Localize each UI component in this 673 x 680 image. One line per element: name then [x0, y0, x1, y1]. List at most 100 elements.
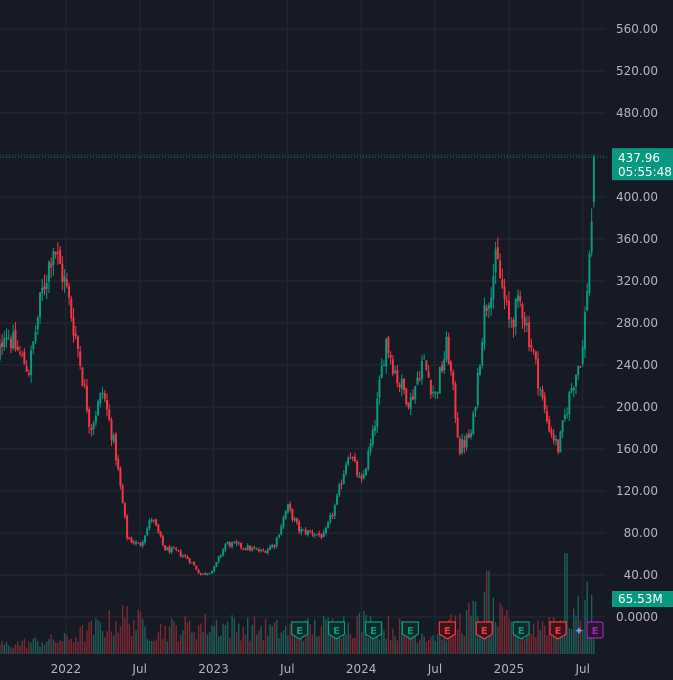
candle-body: [398, 384, 401, 388]
candle-body: [327, 522, 330, 528]
volume-bar: [119, 626, 122, 654]
earnings-badge[interactable]: E: [364, 621, 383, 640]
volume-bar: [452, 633, 454, 654]
volume-bar: [459, 613, 461, 654]
volume-bar: [95, 618, 97, 654]
x-tick-label: Jul: [131, 662, 146, 676]
candle-body: [195, 565, 198, 570]
volume-bar: [528, 631, 530, 654]
candle-body: [572, 388, 575, 391]
x-tick-label: 2023: [198, 662, 229, 676]
volume-bar: [104, 637, 106, 654]
candle-body: [23, 351, 26, 365]
volume-bar: [349, 633, 352, 654]
candle-body: [143, 535, 146, 543]
volume-bar: [39, 646, 41, 654]
candle-body: [88, 409, 91, 427]
candle-body: [374, 426, 377, 431]
volume-bar: [508, 618, 510, 654]
current-price-tag-bg: [612, 148, 673, 181]
candle-body: [130, 538, 133, 543]
candle-body: [295, 518, 298, 523]
volume-bar: [432, 635, 434, 654]
earnings-badge[interactable]: E: [512, 621, 530, 640]
candle-body: [588, 253, 591, 294]
earnings-badge[interactable]: E: [291, 621, 309, 640]
earnings-badge[interactable]: E: [475, 621, 493, 640]
candle-body: [353, 456, 356, 462]
earnings-badge[interactable]: E: [401, 621, 420, 640]
volume-bar: [113, 635, 115, 654]
volume-bar: [206, 634, 209, 654]
volume-bar: [217, 636, 220, 654]
earnings-badge[interactable]: E: [327, 621, 346, 640]
volume-bar: [472, 600, 474, 654]
volume-bar: [242, 626, 244, 654]
candle-body: [465, 434, 468, 448]
candle-body: [65, 279, 68, 286]
earnings-badge[interactable]: ✦ E: [574, 621, 604, 639]
volume-bar: [0, 644, 1, 654]
volume-bar: [226, 621, 229, 654]
volume-bar: [434, 640, 437, 654]
volume-bar: [171, 618, 173, 654]
candle-body: [282, 517, 285, 528]
volume-bar: [130, 635, 133, 654]
candle-body: [54, 251, 57, 255]
candle-body: [34, 331, 37, 342]
grid: [0, 0, 605, 655]
volume-bar: [48, 638, 50, 654]
volume-bar: [544, 625, 546, 654]
candle-body: [248, 545, 251, 551]
y-tick-label: 560.00: [616, 22, 658, 36]
volume-bar: [79, 627, 81, 654]
candle-body: [179, 551, 182, 557]
candle-body: [121, 485, 124, 504]
candle-body: [94, 415, 97, 423]
volume-bar: [401, 620, 403, 654]
volume-bar: [535, 637, 537, 654]
volume-bar: [510, 621, 512, 654]
candle-body: [532, 350, 535, 352]
x-tick-label: 2024: [346, 662, 377, 676]
candle-body: [541, 389, 544, 398]
volume-bar: [588, 625, 591, 654]
earnings-badge[interactable]: E: [438, 621, 456, 640]
volume-bar: [570, 629, 573, 654]
candle-body: [492, 275, 495, 300]
volume-bar: [445, 640, 448, 654]
candle-body: [391, 359, 394, 374]
volume-bar: [150, 640, 153, 654]
volume-bar: [293, 624, 296, 654]
candle-body: [152, 519, 155, 521]
y-tick-label: 520.00: [616, 64, 658, 78]
candle-body: [280, 526, 283, 535]
candle-body: [579, 366, 582, 368]
candle-body: [378, 379, 381, 398]
candle-body: [418, 378, 421, 381]
volume-bar: [566, 553, 568, 654]
candle-body: [177, 550, 180, 552]
volume-bar: [106, 631, 108, 654]
candle-body: [25, 366, 28, 372]
candle-body: [550, 430, 553, 435]
volume-bar: [512, 632, 515, 654]
earnings-badge-label: E: [333, 626, 340, 637]
candle-body: [92, 422, 95, 430]
volume-bar: [72, 642, 75, 654]
volume-bar: [77, 641, 79, 654]
candle-body: [173, 547, 176, 549]
candle-body: [137, 542, 140, 544]
candle-body: [429, 379, 432, 395]
volume-bar: [394, 636, 396, 654]
earnings-badge[interactable]: E: [549, 621, 567, 640]
candle-body: [403, 378, 406, 391]
volume-bar: [358, 612, 361, 654]
x-axis[interactable]: Jul2022Jul2023Jul2024Jul2025Jul: [0, 662, 590, 676]
candle-body: [45, 282, 48, 289]
volume-bar: [90, 620, 93, 654]
y-axis[interactable]: 560.00520.00480.00440.00400.00360.00320.…: [616, 22, 658, 624]
candle-body: [409, 397, 412, 410]
